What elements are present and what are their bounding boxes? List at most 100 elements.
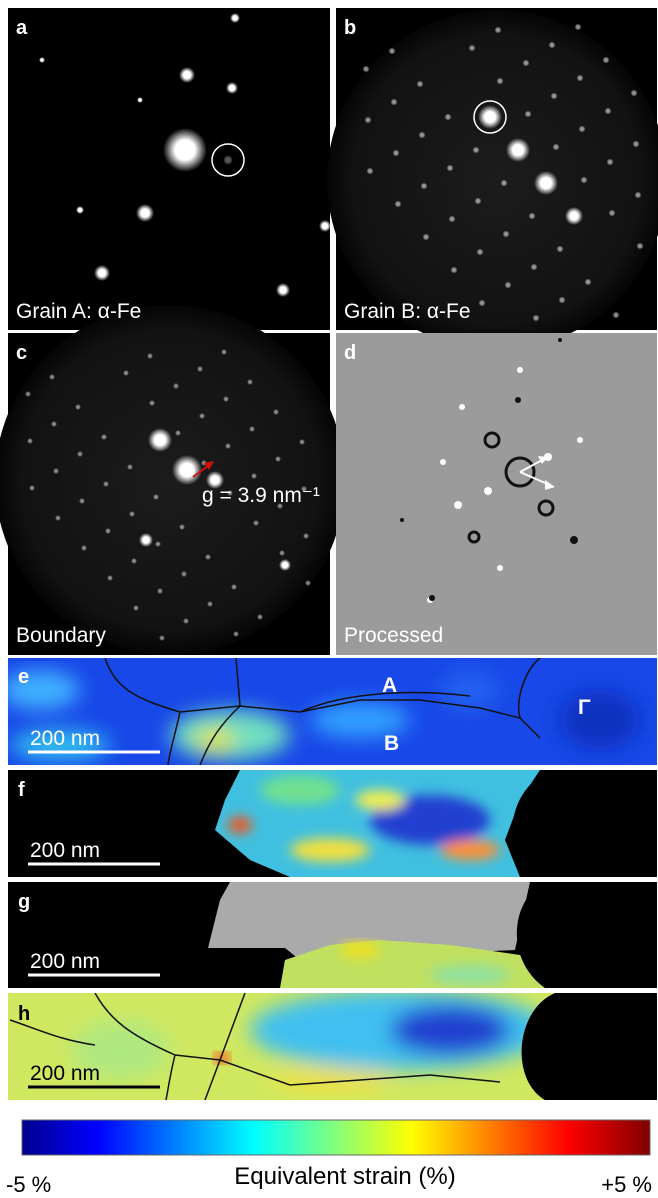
spot	[257, 614, 263, 620]
spot	[131, 558, 137, 564]
spot	[609, 210, 616, 217]
spot	[459, 404, 465, 410]
grain-label: B	[384, 732, 399, 755]
spot	[577, 437, 583, 443]
spot	[197, 366, 203, 372]
colorbar-max: +5 %	[601, 1172, 652, 1197]
spot	[565, 207, 583, 225]
spot	[559, 297, 566, 304]
spot	[199, 413, 205, 419]
spot	[575, 24, 582, 31]
spot	[419, 132, 426, 139]
scale-bar-label: 200 nm	[30, 839, 100, 862]
spot	[223, 396, 229, 402]
panel-a	[8, 8, 330, 330]
spot	[159, 635, 165, 641]
panel-label: a	[16, 17, 28, 39]
spot	[247, 379, 253, 385]
spot	[517, 367, 523, 373]
spot	[475, 198, 482, 205]
spot	[226, 82, 238, 94]
scale-bar-label: 200 nm	[30, 727, 100, 750]
spot	[445, 114, 452, 121]
spot	[633, 141, 640, 148]
map-f	[8, 770, 657, 877]
spot	[103, 481, 109, 487]
spot	[515, 397, 521, 403]
spot	[531, 264, 538, 271]
spot	[579, 126, 586, 133]
panel-label: f	[18, 779, 25, 801]
spot	[549, 42, 556, 49]
spot	[417, 81, 424, 88]
spot	[365, 117, 372, 124]
spot	[105, 528, 111, 534]
panel-d	[336, 333, 657, 655]
colorbar	[22, 1120, 650, 1155]
spot	[525, 111, 532, 118]
spot	[107, 575, 113, 581]
spot	[205, 554, 211, 560]
spot	[393, 150, 400, 157]
scale-bar-label: 200 nm	[30, 950, 100, 973]
spot	[631, 90, 638, 97]
spot	[577, 75, 584, 82]
spot	[447, 165, 454, 172]
map-g	[8, 882, 657, 988]
spot	[231, 584, 237, 590]
spot	[94, 265, 110, 281]
spot	[553, 144, 560, 151]
spot	[429, 595, 435, 601]
spot	[454, 501, 462, 509]
spot	[303, 533, 309, 539]
spot	[233, 631, 239, 637]
spot	[230, 13, 240, 23]
spot	[484, 487, 492, 495]
spot	[253, 520, 259, 526]
panel-label: b	[344, 17, 356, 39]
spot	[501, 180, 508, 187]
figure: a Grain A: α-Fe b Grain B: α-Fe c Bounda…	[0, 0, 658, 1198]
spot	[319, 220, 331, 232]
spot	[139, 533, 153, 547]
spot	[473, 147, 480, 154]
spot	[637, 243, 644, 250]
spot	[605, 108, 612, 115]
spot	[147, 353, 153, 359]
spot	[551, 93, 558, 100]
spot	[497, 565, 503, 571]
grain-label: A	[382, 674, 397, 697]
spot	[137, 97, 143, 103]
spot	[181, 571, 187, 577]
spot	[276, 283, 290, 297]
spot	[163, 128, 207, 172]
panel-caption: Grain A: α-Fe	[16, 300, 141, 323]
spot	[39, 57, 45, 63]
panel-caption: Grain B: α-Fe	[344, 300, 471, 323]
spot	[423, 234, 430, 241]
spot	[49, 374, 55, 380]
spot	[534, 171, 558, 195]
spot	[129, 511, 135, 517]
panel-caption: Boundary	[16, 624, 106, 647]
panel-label: h	[18, 1003, 30, 1025]
spot	[76, 206, 84, 214]
spot	[607, 159, 614, 166]
spot	[101, 434, 107, 440]
spot	[81, 545, 87, 551]
spot	[503, 231, 510, 238]
scale-bar-label: 200 nm	[30, 1062, 100, 1085]
spot	[175, 430, 181, 436]
spot	[613, 312, 620, 319]
spot	[478, 105, 502, 129]
spot	[179, 524, 185, 530]
spot	[506, 138, 530, 162]
map-h	[8, 990, 657, 1100]
spot	[157, 588, 163, 594]
spot	[570, 536, 578, 544]
spot	[495, 27, 502, 34]
spot	[363, 66, 370, 73]
spot	[155, 541, 161, 547]
spot	[207, 601, 213, 607]
panel-caption: Processed	[344, 624, 443, 647]
